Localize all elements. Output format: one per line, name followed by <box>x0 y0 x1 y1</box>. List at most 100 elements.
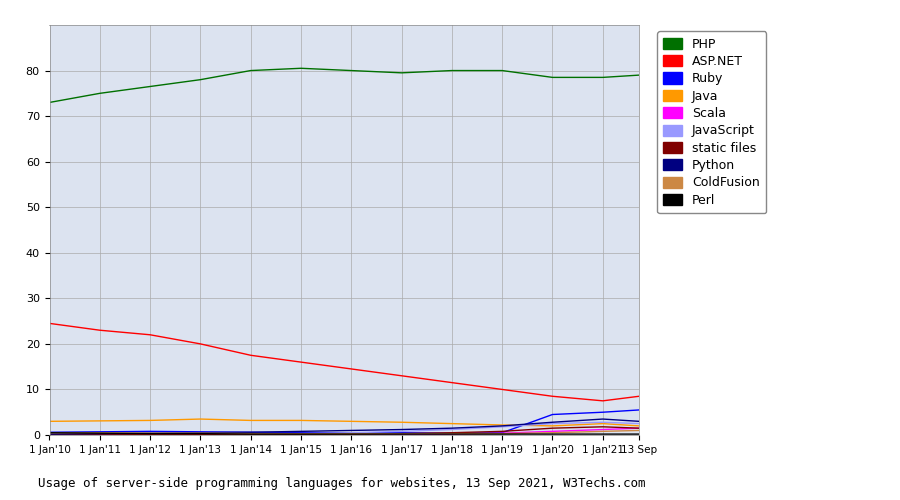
Scala <box>295 432 306 438</box>
JavaScript <box>396 428 407 434</box>
ColdFusion <box>598 428 608 434</box>
ColdFusion <box>195 430 206 436</box>
Perl <box>295 431 306 437</box>
static files <box>246 432 256 438</box>
JavaScript <box>246 431 256 437</box>
static files <box>195 432 206 438</box>
ASP.NET <box>44 320 55 326</box>
ColdFusion <box>497 430 508 436</box>
Python <box>634 418 644 424</box>
Line: Ruby: Ruby <box>50 410 639 433</box>
Java <box>94 418 105 424</box>
Perl <box>94 430 105 436</box>
Perl <box>446 431 457 437</box>
Text: Usage of server-side programming languages for websites, 13 Sep 2021, W3Techs.co: Usage of server-side programming languag… <box>38 477 646 490</box>
Line: Perl: Perl <box>50 432 639 434</box>
Scala <box>94 432 105 438</box>
Java <box>598 420 608 426</box>
ColdFusion <box>346 430 356 436</box>
static files <box>634 425 644 431</box>
Ruby <box>246 430 256 436</box>
Java <box>396 419 407 425</box>
JavaScript <box>295 430 306 436</box>
Ruby <box>346 430 356 436</box>
ColdFusion <box>547 430 558 436</box>
Line: Scala: Scala <box>50 428 639 435</box>
Perl <box>634 431 644 437</box>
PHP <box>598 74 608 80</box>
PHP <box>346 68 356 73</box>
static files <box>44 432 55 438</box>
Ruby <box>145 428 156 434</box>
Scala <box>396 432 407 438</box>
ColdFusion <box>295 430 306 436</box>
Perl <box>396 431 407 437</box>
Line: ASP.NET: ASP.NET <box>50 324 639 401</box>
PHP <box>396 70 407 76</box>
PHP <box>547 74 558 80</box>
Line: Python: Python <box>50 419 639 434</box>
Ruby <box>497 430 508 436</box>
Ruby <box>396 430 407 436</box>
PHP <box>44 100 55 105</box>
Python <box>547 419 558 425</box>
ASP.NET <box>497 386 508 392</box>
Perl <box>44 430 55 436</box>
static files <box>94 432 105 438</box>
Perl <box>547 431 558 437</box>
static files <box>145 432 156 438</box>
Scala <box>547 428 558 434</box>
ColdFusion <box>446 430 457 436</box>
Python <box>44 431 55 437</box>
PHP <box>195 76 206 82</box>
Ruby <box>598 409 608 415</box>
ColdFusion <box>44 430 55 436</box>
Perl <box>346 431 356 437</box>
Line: PHP: PHP <box>50 68 639 102</box>
ASP.NET <box>145 332 156 338</box>
Scala <box>598 426 608 432</box>
Line: JavaScript: JavaScript <box>50 422 639 434</box>
static files <box>396 430 407 436</box>
Python <box>94 430 105 436</box>
JavaScript <box>145 432 156 438</box>
Ruby <box>547 412 558 418</box>
Python <box>396 426 407 432</box>
static files <box>346 431 356 437</box>
JavaScript <box>547 420 558 426</box>
Ruby <box>634 407 644 413</box>
JavaScript <box>497 424 508 430</box>
ASP.NET <box>195 341 206 347</box>
Python <box>195 430 206 436</box>
Python <box>497 423 508 429</box>
JavaScript <box>94 432 105 438</box>
Line: Java: Java <box>50 419 639 426</box>
Java <box>145 418 156 424</box>
ASP.NET <box>94 327 105 333</box>
Java <box>295 418 306 424</box>
PHP <box>246 68 256 73</box>
JavaScript <box>346 430 356 436</box>
Java <box>446 420 457 426</box>
Legend: PHP, ASP.NET, Ruby, Java, Scala, JavaScript, static files, Python, ColdFusion, P: PHP, ASP.NET, Ruby, Java, Scala, JavaScr… <box>657 31 766 213</box>
static files <box>598 424 608 430</box>
ASP.NET <box>346 366 356 372</box>
ColdFusion <box>246 430 256 436</box>
ASP.NET <box>246 352 256 358</box>
static files <box>295 432 306 438</box>
Scala <box>145 432 156 438</box>
Scala <box>44 432 55 438</box>
Scala <box>634 425 644 431</box>
PHP <box>497 68 508 73</box>
ASP.NET <box>446 380 457 386</box>
Python <box>598 416 608 422</box>
Ruby <box>446 430 457 436</box>
Java <box>195 416 206 422</box>
Python <box>145 430 156 436</box>
ASP.NET <box>634 394 644 400</box>
Scala <box>497 430 508 436</box>
ASP.NET <box>295 359 306 365</box>
Java <box>44 418 55 424</box>
Python <box>346 428 356 434</box>
Scala <box>446 431 457 437</box>
